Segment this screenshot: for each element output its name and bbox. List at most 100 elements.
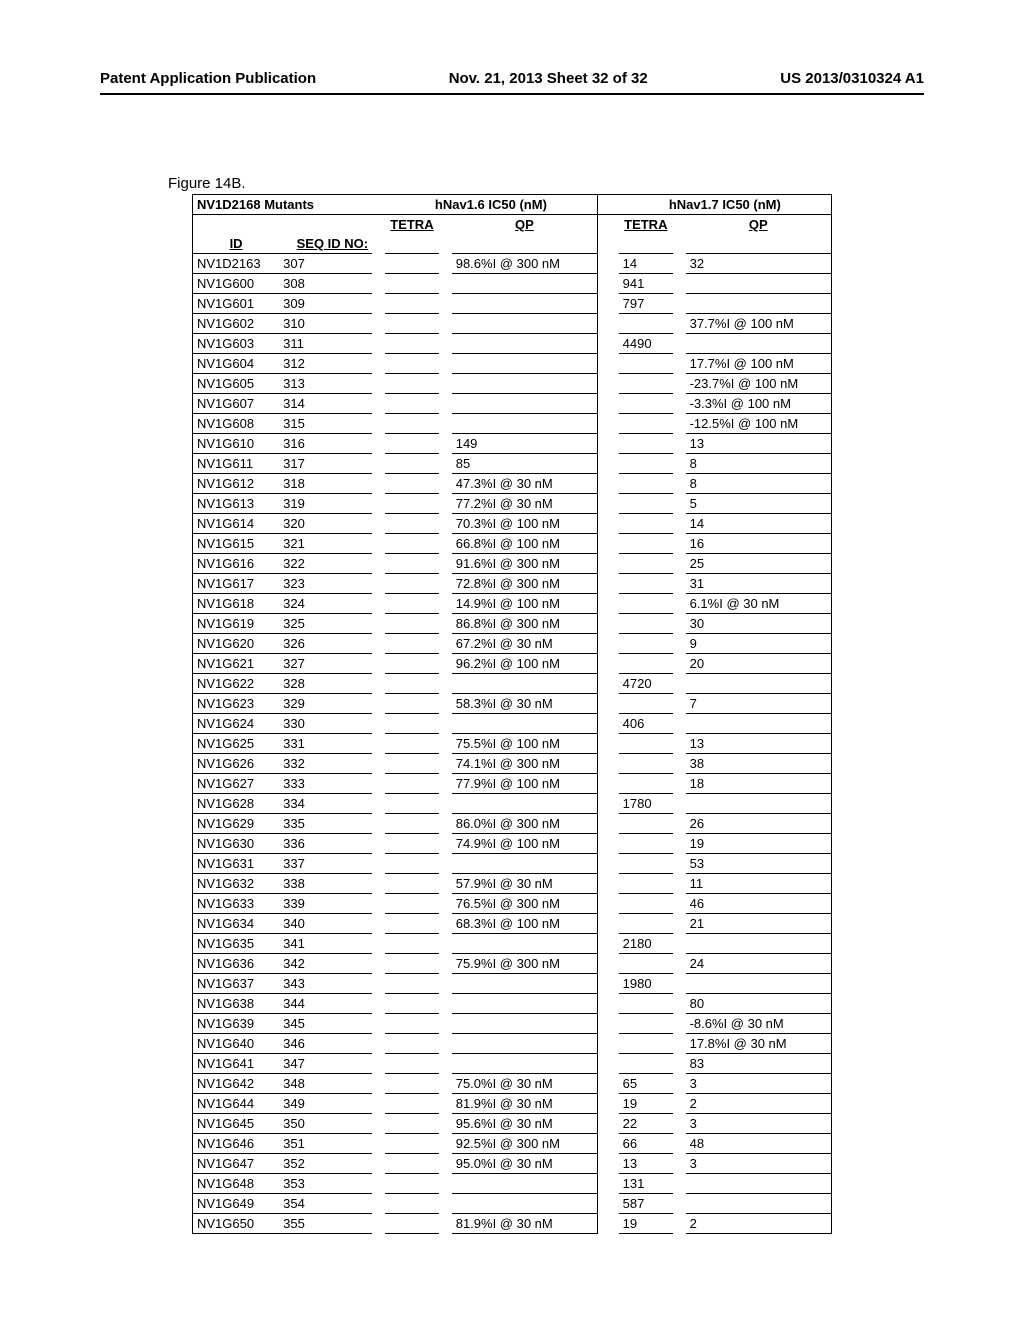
table-row: NV1G63333976.5%I @ 300 nM46 bbox=[193, 894, 832, 914]
cell-qp-1: 72.8%I @ 300 nM bbox=[452, 574, 598, 594]
table-row: NV1G64635192.5%I @ 300 nM6648 bbox=[193, 1134, 832, 1154]
cell-seq: 340 bbox=[279, 914, 372, 934]
cell-tetra-2: 13 bbox=[619, 1154, 673, 1174]
table-row: NV1G61932586.8%I @ 300 nM30 bbox=[193, 614, 832, 634]
cell-qp-2: 25 bbox=[686, 554, 832, 574]
cell-seq: 348 bbox=[279, 1074, 372, 1094]
cell-qp-2 bbox=[686, 334, 832, 354]
cell-qp-1 bbox=[452, 1194, 598, 1214]
cell-qp-2: 13 bbox=[686, 734, 832, 754]
cell-qp-1: 57.9%I @ 30 nM bbox=[452, 874, 598, 894]
table-row: NV1G6033114490 bbox=[193, 334, 832, 354]
cell-tetra-1 bbox=[385, 774, 439, 794]
sub-tetra-2: TETRA bbox=[619, 215, 673, 235]
cell-id: NV1D2163 bbox=[193, 254, 280, 274]
cell-qp-2: 83 bbox=[686, 1054, 832, 1074]
cell-tetra-2 bbox=[619, 894, 673, 914]
table-row: NV1G61632291.6%I @ 300 nM25 bbox=[193, 554, 832, 574]
cell-qp-2: 3 bbox=[686, 1154, 832, 1174]
cell-seq: 335 bbox=[279, 814, 372, 834]
cell-seq: 351 bbox=[279, 1134, 372, 1154]
cell-tetra-1 bbox=[385, 874, 439, 894]
cell-qp-1 bbox=[452, 1054, 598, 1074]
cell-seq: 343 bbox=[279, 974, 372, 994]
cell-tetra-2 bbox=[619, 554, 673, 574]
table-row: NV1G62032667.2%I @ 30 nM9 bbox=[193, 634, 832, 654]
cell-qp-1 bbox=[452, 354, 598, 374]
cell-tetra-1 bbox=[385, 1174, 439, 1194]
cell-qp-1 bbox=[452, 334, 598, 354]
table-row: NV1G64535095.6%I @ 30 nM223 bbox=[193, 1114, 832, 1134]
cell-qp-2: 46 bbox=[686, 894, 832, 914]
cell-seq: 338 bbox=[279, 874, 372, 894]
cell-tetra-1 bbox=[385, 534, 439, 554]
table-row: NV1G626332 74.1%I @ 300 nM 38 bbox=[193, 754, 832, 774]
cell-qp-1: 14.9%I @ 100 nM bbox=[452, 594, 598, 614]
cell-id: NV1G604 bbox=[193, 354, 280, 374]
cell-tetra-2 bbox=[619, 474, 673, 494]
cell-id: NV1G627 bbox=[193, 774, 280, 794]
cell-qp-1: 98.6%I @ 300 nM bbox=[452, 254, 598, 274]
table-row: NV1G65035581.9%I @ 30 nM192 bbox=[193, 1214, 832, 1234]
cell-tetra-1 bbox=[385, 294, 439, 314]
cell-seq: 337 bbox=[279, 854, 372, 874]
cell-seq: 309 bbox=[279, 294, 372, 314]
cell-tetra-1 bbox=[385, 494, 439, 514]
table-row: NV1G639345-8.6%I @ 30 nM bbox=[193, 1014, 832, 1034]
cell-tetra-1 bbox=[385, 314, 439, 334]
cell-tetra-1 bbox=[385, 514, 439, 534]
cell-seq: 322 bbox=[279, 554, 372, 574]
cell-tetra-2: 19 bbox=[619, 1214, 673, 1234]
cell-qp-1: 86.8%I @ 300 nM bbox=[452, 614, 598, 634]
cell-tetra-2: 2180 bbox=[619, 934, 673, 954]
cell-seq: 332 bbox=[279, 754, 372, 774]
table-row: NV1G605313-23.7%I @ 100 nM bbox=[193, 374, 832, 394]
cell-seq: 307 bbox=[279, 254, 372, 274]
cell-seq: 319 bbox=[279, 494, 372, 514]
cell-tetra-1 bbox=[385, 394, 439, 414]
cell-tetra-2 bbox=[619, 1034, 673, 1054]
table-row: NV1G601309797 bbox=[193, 294, 832, 314]
cell-id: NV1G603 bbox=[193, 334, 280, 354]
table-row: NV1G61031614913 bbox=[193, 434, 832, 454]
cell-tetra-1 bbox=[385, 1034, 439, 1054]
cell-qp-2: 30 bbox=[686, 614, 832, 634]
title-left: NV1D2168 Mutants bbox=[193, 195, 373, 215]
cell-seq: 313 bbox=[279, 374, 372, 394]
cell-id: NV1G626 bbox=[193, 754, 280, 774]
table-row: NV1G61732372.8%I @ 300 nM31 bbox=[193, 574, 832, 594]
table-row: NV1G61231847.3%I @ 30 nM8 bbox=[193, 474, 832, 494]
table-row: NV1G64735295.0%I @ 30 nM133 bbox=[193, 1154, 832, 1174]
cell-id: NV1G625 bbox=[193, 734, 280, 754]
cell-id: NV1G641 bbox=[193, 1054, 280, 1074]
cell-qp-1 bbox=[452, 374, 598, 394]
table-row: NV1G611317858 bbox=[193, 454, 832, 474]
title-mid: hNav1.6 IC50 (nM) bbox=[385, 195, 598, 215]
cell-tetra-2 bbox=[619, 394, 673, 414]
col-seq: SEQ ID NO: bbox=[279, 234, 372, 254]
cell-qp-2: 38 bbox=[686, 754, 832, 774]
cell-qp-1: 74.1%I @ 300 nM bbox=[452, 754, 598, 774]
cell-tetra-2 bbox=[619, 1014, 673, 1034]
table-row: NV1G608315-12.5%I @ 100 nM bbox=[193, 414, 832, 434]
title-right: hNav1.7 IC50 (nM) bbox=[619, 195, 832, 215]
table-row: NV1G63133753 bbox=[193, 854, 832, 874]
cell-tetra-2 bbox=[619, 434, 673, 454]
cell-seq: 336 bbox=[279, 834, 372, 854]
cell-seq: 321 bbox=[279, 534, 372, 554]
table-header-band: NV1D2168 Mutants hNav1.6 IC50 (nM) hNav1.7… bbox=[193, 195, 832, 215]
cell-id: NV1G624 bbox=[193, 714, 280, 734]
cell-tetra-1 bbox=[385, 1154, 439, 1174]
table-row: NV1G649354587 bbox=[193, 1194, 832, 1214]
cell-qp-1 bbox=[452, 394, 598, 414]
cell-id: NV1G631 bbox=[193, 854, 280, 874]
cell-qp-2: 48 bbox=[686, 1134, 832, 1154]
cell-seq: 314 bbox=[279, 394, 372, 414]
cell-qp-1: 76.5%I @ 300 nM bbox=[452, 894, 598, 914]
cell-tetra-2 bbox=[619, 914, 673, 934]
cell-seq: 339 bbox=[279, 894, 372, 914]
cell-tetra-1 bbox=[385, 1014, 439, 1034]
cell-seq: 317 bbox=[279, 454, 372, 474]
cell-tetra-2: 65 bbox=[619, 1074, 673, 1094]
cell-qp-2: 16 bbox=[686, 534, 832, 554]
